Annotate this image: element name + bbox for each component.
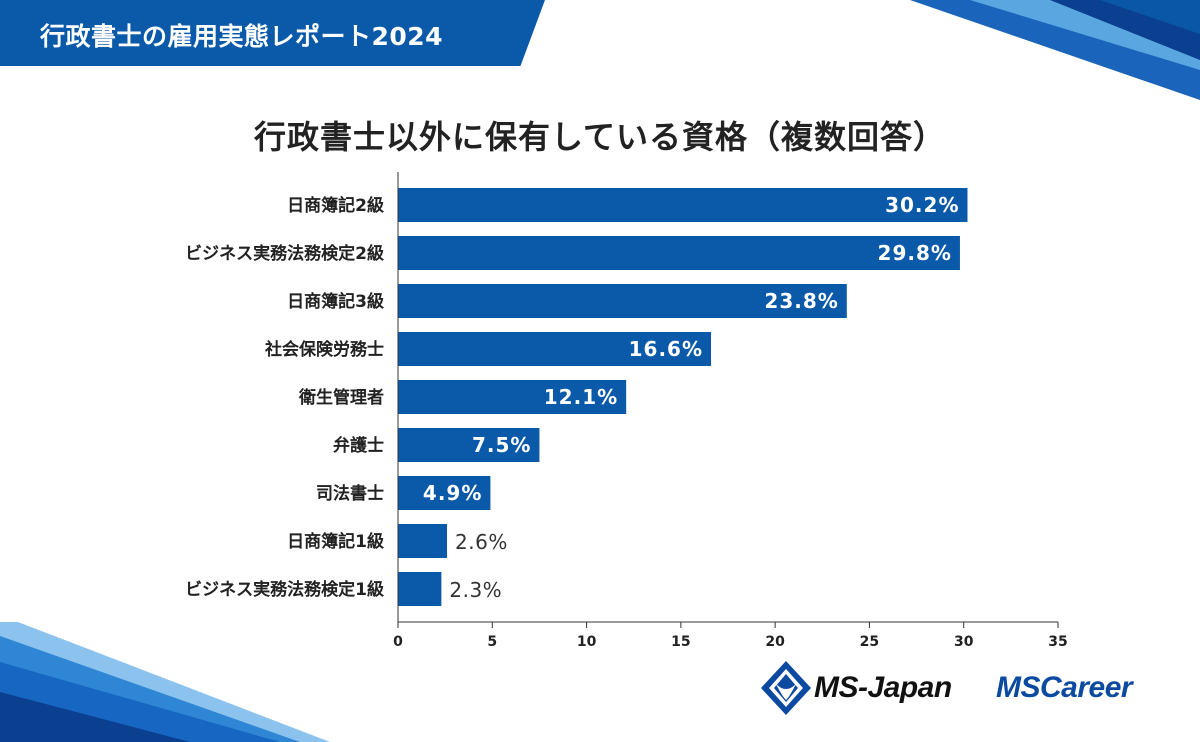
value-label-7: 2.6% [455,530,508,554]
ms-career-logo-text: MSCareer [996,671,1133,704]
category-labels-layer: 日商簿記2級ビジネス実務法務検定2級日商簿記3級社会保険労務士衛生管理者弁護士司… [185,195,384,600]
x-axis: 0 5 10 15 20 25 30 35 [393,172,1068,650]
value-label-4: 12.1% [544,385,618,409]
bar-3 [398,332,712,366]
bar-6 [398,476,491,510]
value-label-0: 30.2% [885,193,959,217]
x-tick-label-4: 20 [765,634,785,650]
x-tick-label-5: 25 [860,634,879,650]
bar-1 [398,236,960,270]
x-tick-label-2: 10 [577,634,597,650]
category-label-5: 弁護士 [333,435,384,456]
x-tick-label-0: 0 [393,634,403,650]
ms-japan-logo-icon [761,661,811,715]
value-label-1: 29.8% [878,241,952,265]
value-label-5: 7.5% [472,433,531,457]
x-tick-label-1: 5 [487,634,497,650]
header-title: 行政書士の雇用実態レポート2024 [40,22,444,51]
category-label-1: ビジネス実務法務検定2級 [185,243,384,264]
bars-layer: 30.2% 29.8% 23.8% 16.6% 12.1% 7.5% 4.9% 2.6% 2.3… [398,188,968,606]
bar-8 [398,572,442,606]
category-label-2: 日商簿記3級 [287,291,384,312]
x-tick-label-6: 30 [954,634,974,650]
x-tick-label-7: 35 [1048,634,1067,650]
bar-5 [398,428,540,462]
category-label-7: 日商簿記1級 [287,531,384,552]
category-label-4: 衛生管理者 [298,387,384,408]
value-label-8: 2.3% [449,578,502,602]
chart-title: 行政書士以外に保有している資格（複数回答） [253,118,947,156]
value-label-6: 4.9% [423,481,482,505]
bar-0 [398,188,968,222]
decorative-stripes-bottom-left [0,622,330,742]
category-label-3: 社会保険労務士 [264,339,384,360]
bar-2 [398,284,847,318]
decorative-stripes-top-right [910,0,1200,100]
category-label-6: 司法書士 [316,483,384,504]
value-label-3: 16.6% [629,337,703,361]
ms-japan-logo-text: MS-Japan [814,671,952,704]
category-label-8: ビジネス実務法務検定1級 [185,579,384,600]
x-tick-label-3: 15 [671,634,690,650]
header-banner: 行政書士の雇用実態レポート2024 [0,0,545,66]
bar-7 [398,524,448,558]
category-label-0: 日商簿記2級 [287,195,384,216]
value-label-2: 23.8% [764,289,838,313]
bar-4 [398,380,627,414]
